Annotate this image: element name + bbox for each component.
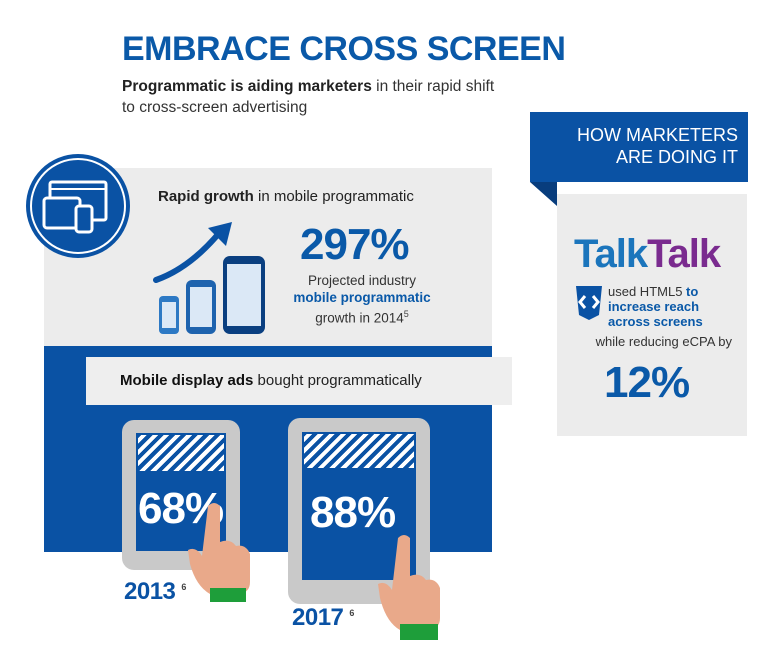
ecpa-percent: 12% [604,358,690,407]
talktalk-logo: TalkTalk [574,232,721,277]
page-subtitle: Programmatic is aiding marketers in thei… [122,76,502,118]
rapid-growth-label: Rapid growth in mobile programmatic [158,188,414,205]
subtitle-bold: Programmatic is aiding marketers [122,78,372,95]
subtitle-rest: in their rapid shift to cross-screen adv… [122,78,495,116]
year-2013-footnote: 6 [181,582,186,592]
pointing-hand-icon [378,530,450,642]
growth-description: Projected industry mobile programmatic g… [282,272,442,327]
devices-icon [24,152,132,260]
case-study-description: used HTML5 to increase reach across scre… [608,284,730,329]
case-study-heading-text: HOW MARKETERS ARE DOING IT [540,124,738,168]
heading-fold [530,182,557,206]
growth-percent: 297% [300,220,410,269]
reduce-text: while reducing eCPA by [595,334,732,349]
page-title: EMBRACE CROSS SCREEN [122,30,566,68]
growth-arrow-icon [150,218,240,288]
display-strip [86,357,512,405]
html5-shield-icon [574,284,604,322]
heading-line2: ARE DOING IT [615,147,738,167]
tablet-2013-remainder [136,433,226,473]
used-text: used HTML5 [608,284,687,299]
tablet-2017-percent: 88% [310,488,396,537]
rapid-growth-bold: Rapid growth [158,188,254,205]
smartphones-icon [155,252,270,338]
rapid-growth-rest: in mobile programmatic [253,188,414,205]
display-label: Mobile display ads bought programmatical… [120,372,422,389]
tablet-2017-year: 2017 6 [292,604,354,632]
year-2013-label: 2013 [124,578,176,605]
logo-part-b: Talk [647,232,721,276]
growth-line3: growth in 2014 [315,310,404,326]
year-2017-footnote: 6 [349,608,354,618]
tablet-2017-remainder [302,432,416,470]
heading-line1: HOW MARKETERS [576,125,738,145]
pointing-hand-icon [188,498,258,604]
used-bold: to increase reach across screens [608,284,703,329]
year-2017-label: 2017 [292,604,344,631]
tablet-2013-year: 2013 6 [124,578,186,606]
logo-part-a: Talk [574,232,648,276]
display-rest: bought programmatically [253,372,422,389]
growth-bold-line: mobile programmatic [293,290,431,305]
growth-line1: Projected industry [307,273,417,288]
case-study-heading [530,112,748,182]
growth-footnote: 5 [403,309,409,319]
display-bold: Mobile display ads [120,372,254,389]
